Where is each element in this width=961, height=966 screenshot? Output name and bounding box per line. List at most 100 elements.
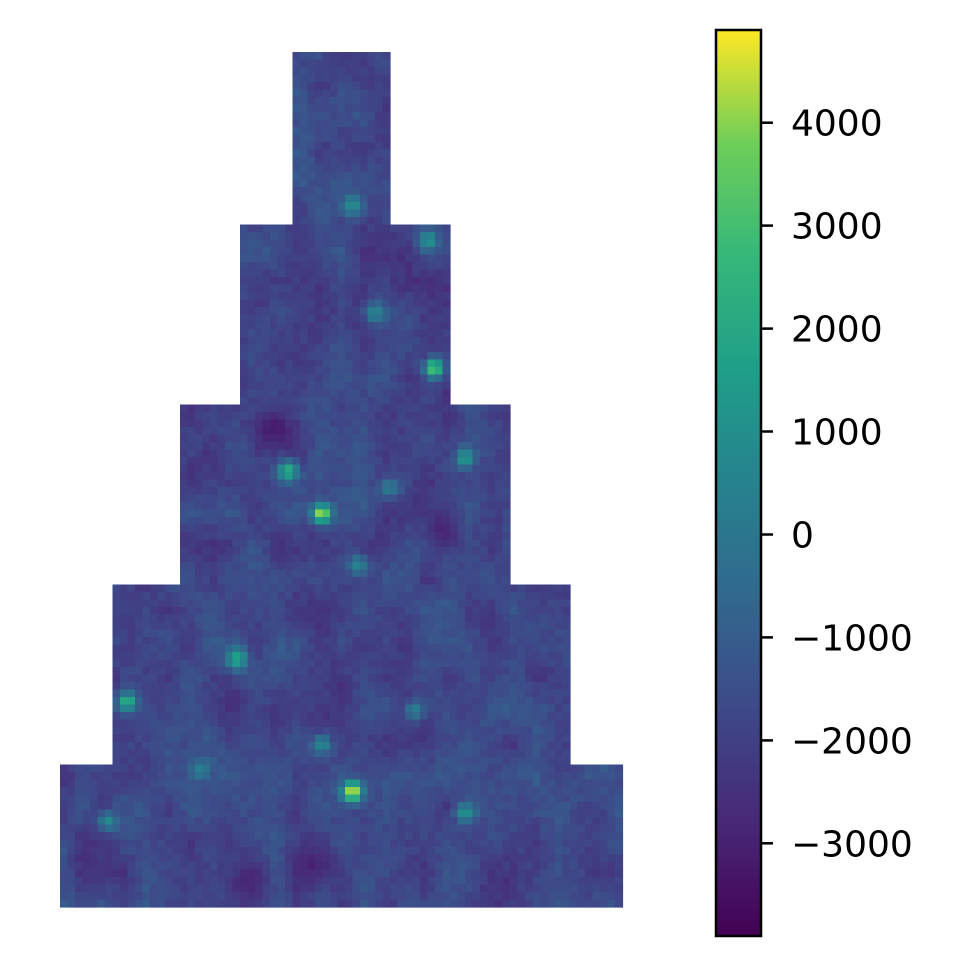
heatmap-cell: [292, 479, 301, 488]
heatmap-cell: [247, 539, 256, 548]
heatmap-cell: [150, 704, 159, 713]
heatmap-cell: [112, 839, 121, 848]
heatmap-cell: [375, 74, 384, 83]
heatmap-cell: [112, 764, 121, 773]
heatmap-cell: [150, 719, 159, 728]
heatmap-cell: [435, 839, 444, 848]
heatmap-cell: [367, 712, 376, 721]
heatmap-cell: [540, 832, 549, 841]
heatmap-cell: [397, 449, 406, 458]
heatmap-cell: [397, 284, 406, 293]
heatmap-cell: [75, 877, 84, 886]
heatmap-cell: [367, 569, 376, 578]
heatmap-cell: [322, 712, 331, 721]
heatmap-cell: [330, 592, 339, 601]
heatmap-cell: [270, 397, 279, 406]
heatmap-cell: [322, 479, 331, 488]
heatmap-cell: [120, 809, 129, 818]
heatmap-cell: [240, 412, 249, 421]
heatmap-cell: [255, 854, 264, 863]
heatmap-cell: [435, 704, 444, 713]
heatmap-cell: [292, 832, 301, 841]
heatmap-cell: [345, 314, 354, 323]
heatmap-cell: [420, 434, 429, 443]
heatmap-cell: [255, 862, 264, 871]
heatmap-cell: [262, 509, 271, 518]
heatmap-cell: [322, 239, 331, 248]
heatmap-cell: [480, 667, 489, 676]
heatmap-cell: [255, 464, 264, 473]
heatmap-cell: [225, 787, 234, 796]
heatmap-cell: [330, 547, 339, 556]
heatmap-cell: [540, 727, 549, 736]
heatmap-cell: [360, 764, 369, 773]
heatmap-cell: [450, 832, 459, 841]
heatmap-cell: [405, 644, 414, 653]
heatmap-cell: [465, 577, 474, 586]
heatmap-cell: [345, 757, 354, 766]
heatmap-cell: [292, 637, 301, 646]
heatmap-cell: [525, 899, 534, 908]
heatmap-cell: [345, 209, 354, 218]
heatmap-cell: [540, 584, 549, 593]
heatmap-cell: [277, 352, 286, 361]
heatmap-cell: [225, 532, 234, 541]
heatmap-cell: [442, 472, 451, 481]
heatmap-cell: [397, 509, 406, 518]
heatmap-cell: [562, 817, 571, 826]
heatmap-cell: [450, 817, 459, 826]
heatmap-cell: [375, 389, 384, 398]
heatmap-cell: [330, 239, 339, 248]
heatmap-cell: [247, 509, 256, 518]
heatmap-cell: [517, 712, 526, 721]
heatmap-cell: [330, 209, 339, 218]
heatmap-cell: [487, 742, 496, 751]
heatmap-cell: [82, 809, 91, 818]
heatmap-cell: [337, 172, 346, 181]
heatmap-cell: [300, 547, 309, 556]
heatmap-cell: [292, 517, 301, 526]
heatmap-cell: [322, 779, 331, 788]
heatmap-cell: [307, 629, 316, 638]
heatmap-cell: [495, 794, 504, 803]
heatmap-cell: [270, 269, 279, 278]
heatmap-cell: [375, 719, 384, 728]
heatmap-cell: [112, 637, 121, 646]
heatmap-cell: [562, 644, 571, 653]
heatmap-cell: [187, 614, 196, 623]
heatmap-cell: [510, 757, 519, 766]
heatmap-cell: [487, 652, 496, 661]
heatmap-cell: [90, 877, 99, 886]
heatmap-cell: [547, 877, 556, 886]
heatmap-cell: [337, 269, 346, 278]
heatmap-cell: [270, 629, 279, 638]
heatmap-cell: [420, 607, 429, 616]
heatmap-cell: [112, 877, 121, 886]
heatmap-cell: [472, 584, 481, 593]
heatmap-cell: [450, 427, 459, 436]
heatmap-cell: [427, 697, 436, 706]
heatmap-cell: [435, 232, 444, 241]
heatmap-cell: [442, 817, 451, 826]
heatmap-cell: [135, 884, 144, 893]
heatmap-cell: [390, 524, 399, 533]
heatmap-cell: [600, 824, 609, 833]
heatmap-cell: [97, 772, 106, 781]
heatmap-cell: [285, 719, 294, 728]
heatmap-cell: [255, 794, 264, 803]
heatmap-cell: [127, 749, 136, 758]
heatmap-cell: [397, 382, 406, 391]
heatmap-cell: [270, 734, 279, 743]
heatmap-cell: [405, 224, 414, 233]
heatmap-cell: [382, 779, 391, 788]
heatmap-cell: [247, 524, 256, 533]
heatmap-cell: [412, 884, 421, 893]
heatmap-cell: [360, 742, 369, 751]
heatmap-cell: [375, 832, 384, 841]
heatmap-cell: [345, 854, 354, 863]
heatmap-cell: [300, 269, 309, 278]
heatmap-cell: [345, 217, 354, 226]
heatmap-cell: [337, 502, 346, 511]
heatmap-cell: [270, 869, 279, 878]
heatmap-cell: [495, 464, 504, 473]
